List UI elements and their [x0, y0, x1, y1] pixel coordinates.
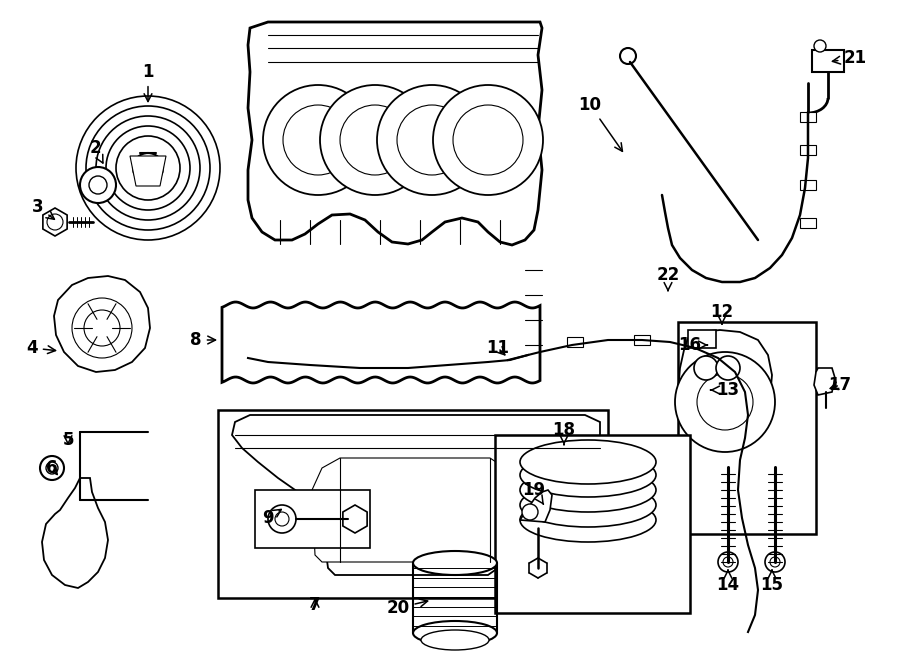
Bar [678, 322, 816, 534]
Circle shape [268, 505, 296, 533]
Text: 16: 16 [679, 336, 707, 354]
Text: 14: 14 [716, 570, 740, 594]
Circle shape [814, 40, 826, 52]
Ellipse shape [520, 498, 656, 542]
Circle shape [86, 106, 210, 230]
Polygon shape [814, 368, 835, 395]
Bar [800, 112, 816, 122]
Circle shape [89, 176, 107, 194]
Circle shape [377, 85, 487, 195]
Ellipse shape [520, 483, 656, 527]
Circle shape [133, 153, 163, 183]
Circle shape [320, 85, 430, 195]
Circle shape [453, 105, 523, 175]
Circle shape [522, 504, 538, 520]
Ellipse shape [413, 621, 497, 645]
Bar [688, 330, 716, 348]
Circle shape [84, 310, 120, 346]
Circle shape [263, 85, 373, 195]
Ellipse shape [413, 551, 497, 575]
Circle shape [718, 552, 738, 572]
Polygon shape [248, 22, 542, 245]
Circle shape [620, 48, 636, 64]
Text: 11: 11 [487, 339, 509, 357]
Text: 21: 21 [832, 49, 867, 67]
Polygon shape [312, 458, 515, 562]
Circle shape [697, 374, 753, 430]
Bar [800, 218, 816, 228]
Text: 3: 3 [32, 198, 54, 219]
Circle shape [283, 105, 353, 175]
Circle shape [723, 557, 733, 567]
Text: 8: 8 [190, 331, 215, 349]
Polygon shape [54, 276, 150, 372]
Circle shape [256, 350, 280, 374]
Circle shape [106, 126, 190, 210]
Polygon shape [678, 330, 772, 440]
Bar [440, 360, 456, 370]
Circle shape [40, 456, 64, 480]
Circle shape [765, 552, 785, 572]
Polygon shape [222, 302, 540, 383]
Circle shape [76, 96, 220, 240]
Circle shape [96, 116, 200, 220]
Text: 9: 9 [262, 509, 281, 527]
Circle shape [116, 136, 180, 200]
Bar [634, 335, 650, 345]
Bar [812, 50, 844, 72]
Bar [255, 490, 370, 548]
Circle shape [770, 557, 780, 567]
Text: 2: 2 [89, 139, 103, 163]
Circle shape [340, 105, 410, 175]
Circle shape [47, 214, 63, 230]
Text: 10: 10 [579, 96, 623, 151]
Circle shape [80, 167, 116, 203]
Text: 6: 6 [46, 459, 58, 477]
Text: 22: 22 [656, 266, 680, 290]
Text: 7: 7 [310, 596, 320, 614]
Text: 12: 12 [710, 303, 734, 324]
Polygon shape [343, 505, 367, 533]
Polygon shape [42, 478, 108, 588]
Bar [800, 180, 816, 190]
Bar [495, 435, 690, 613]
Text: 13: 13 [711, 381, 740, 399]
Ellipse shape [421, 630, 489, 650]
Circle shape [46, 462, 58, 474]
Polygon shape [232, 415, 600, 575]
Ellipse shape [520, 440, 656, 484]
Circle shape [675, 352, 775, 452]
Text: 20: 20 [386, 599, 427, 617]
Polygon shape [130, 156, 166, 186]
Text: 19: 19 [522, 481, 545, 504]
Ellipse shape [520, 453, 656, 497]
Bar [800, 145, 816, 155]
Polygon shape [43, 208, 68, 236]
Text: 15: 15 [760, 570, 784, 594]
Circle shape [275, 512, 289, 526]
Circle shape [433, 85, 543, 195]
Circle shape [397, 105, 467, 175]
Circle shape [72, 298, 132, 358]
Circle shape [694, 356, 718, 380]
Text: 5: 5 [62, 431, 74, 449]
Ellipse shape [520, 468, 656, 512]
Circle shape [716, 356, 740, 380]
Bar [567, 337, 583, 347]
Text: 18: 18 [553, 421, 575, 445]
Bar [218, 410, 608, 598]
Text: 1: 1 [142, 63, 154, 102]
Text: 4: 4 [26, 339, 56, 357]
Text: 17: 17 [828, 376, 851, 394]
Polygon shape [520, 490, 552, 522]
